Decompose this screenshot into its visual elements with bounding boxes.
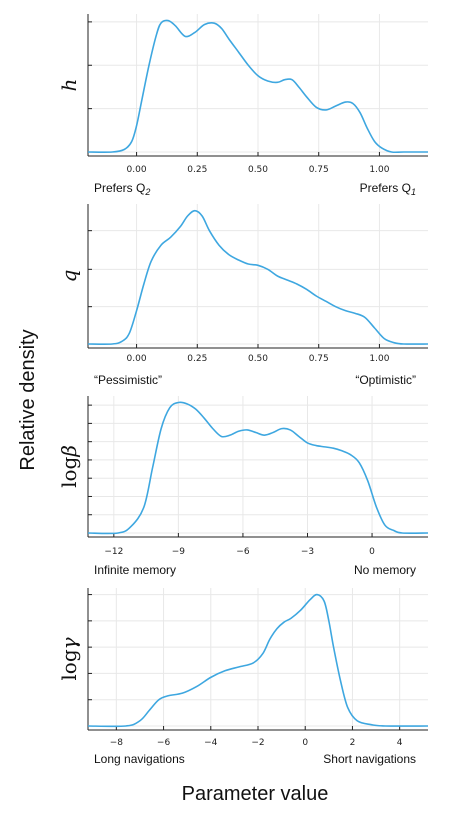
panels: 0.00 0.25 0.50 0.75 1.00 h Prefers Q2 Prefers Q… [57, 14, 429, 766]
x-tick-label: −6 [236, 547, 250, 557]
x-tick-label: 4 [397, 738, 403, 748]
panel-ylabel: logβ [57, 445, 81, 488]
panel-ylabel: logγ [57, 637, 81, 680]
density-curve [87, 19, 428, 154]
density-panel-2: 0.00 0.25 0.50 0.75 1.00 q “Pessimistic” “Optim… [57, 204, 429, 387]
x-tick-label: −8 [110, 738, 124, 748]
left-descriptor: Prefers Q2 [94, 181, 150, 197]
density-panel-1: 0.00 0.25 0.50 0.75 1.00 h Prefers Q2 Prefers Q… [57, 14, 428, 197]
x-tick-label: 0 [302, 738, 308, 748]
x-tick-label: 0.00 [127, 354, 147, 364]
x-tick-label: 0.75 [309, 354, 329, 364]
x-tick-label: 0.75 [309, 165, 329, 175]
density-curve [87, 401, 429, 535]
left-descriptor: Infinite memory [94, 563, 176, 577]
right-descriptor: Short navigations [323, 752, 416, 766]
x-tick-label: −3 [301, 547, 314, 557]
right-descriptor: Prefers Q1 [360, 181, 416, 197]
x-tick-label: 0.50 [248, 165, 268, 175]
panel-ylabel: q [57, 270, 81, 283]
x-tick-label: −4 [204, 738, 218, 748]
x-tick-label: 0.25 [187, 354, 207, 364]
figure-xlabel: Parameter value [182, 783, 329, 805]
left-descriptor: “Pessimistic” [94, 373, 162, 387]
x-tick-label: 2 [350, 738, 356, 748]
x-tick-label: 0.00 [127, 165, 147, 175]
x-tick-label: 0 [369, 547, 375, 557]
x-tick-label: 0.50 [248, 354, 268, 364]
x-tick-label: −2 [251, 738, 264, 748]
left-descriptor: Long navigations [94, 752, 185, 766]
x-tick-label: 1.00 [369, 165, 389, 175]
right-descriptor: “Optimistic” [355, 373, 416, 387]
density-panel-3: −12 −9 −6 −3 0 logβ Infinite memory No memory [57, 396, 429, 577]
figure-ylabel: Relative density [17, 329, 39, 470]
right-descriptor: No memory [354, 563, 416, 577]
density-curve [87, 209, 429, 345]
panel-ylabel: h [57, 79, 81, 92]
density-curve [87, 593, 429, 728]
x-tick-label: −12 [104, 547, 123, 557]
density-panel-4: −8 −6 −4 −2 0 2 4 logγ Long navigations Short nav… [57, 588, 429, 766]
x-tick-label: 0.25 [187, 165, 207, 175]
x-tick-label: −6 [157, 738, 171, 748]
x-tick-label: 1.00 [369, 354, 389, 364]
x-tick-label: −9 [172, 547, 186, 557]
